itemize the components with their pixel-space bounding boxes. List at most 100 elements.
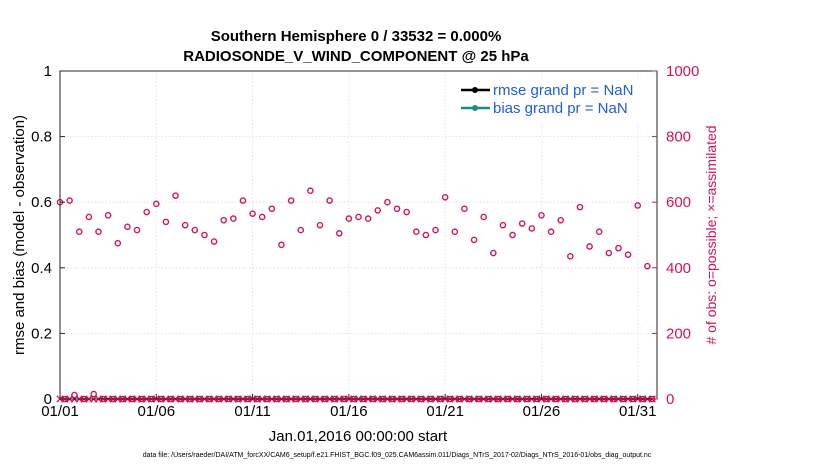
possible-obs-point <box>364 215 372 222</box>
legend-bias-marker <box>472 105 478 111</box>
possible-obs-point <box>95 228 102 236</box>
possible-obs-point <box>432 226 439 234</box>
possible-obs-point <box>499 221 507 229</box>
possible-obs-point <box>287 197 295 204</box>
plot-area <box>60 71 657 399</box>
possible-obs-point <box>538 212 545 219</box>
possible-obs-point <box>528 225 536 232</box>
possible-obs-point <box>586 243 593 250</box>
possible-obs-point <box>297 226 305 234</box>
possible-obs-point <box>249 210 256 217</box>
right-axis: 0 200 400 600 800 1000 <box>652 63 699 408</box>
possible-obs-point <box>480 213 487 221</box>
possible-obs-point <box>268 205 276 213</box>
possible-obs-point <box>509 231 516 239</box>
possible-obs-point <box>644 262 651 270</box>
y-tick-label-left: 0.6 <box>31 194 52 211</box>
possible-obs-point <box>162 218 170 226</box>
possible-obs-point <box>85 213 93 221</box>
possible-obs-point <box>143 208 150 216</box>
possible-obs-point <box>412 228 420 236</box>
possible-obs-point <box>595 228 603 236</box>
possible-obs-point <box>605 249 613 257</box>
possible-obs-point <box>557 216 565 224</box>
possible-obs-point <box>201 231 208 239</box>
possible-obs-point <box>393 205 401 213</box>
possible-obs-point <box>152 200 160 208</box>
possible-obs-point <box>133 226 141 234</box>
possible-obs-point <box>181 221 189 229</box>
possible-obs-point <box>335 230 343 237</box>
y-tick-label-right: 0 <box>666 391 674 408</box>
y-tick-label-left: 0.8 <box>31 129 52 146</box>
y-tick-label-right: 400 <box>666 260 691 277</box>
possible-obs-point <box>114 239 122 247</box>
y-tick-label-right: 200 <box>666 325 691 342</box>
y-axis-label-left: rmse and bias (model - observation) <box>11 115 28 355</box>
possible-obs-point <box>210 238 218 245</box>
possible-obs-point <box>345 215 353 222</box>
x-tick-label: 01/01 <box>41 403 79 420</box>
x-tick-label: 01/31 <box>619 403 657 420</box>
chart-subtitle: RADIOSONDE_V_WIND_COMPONENT @ 25 hPa <box>183 48 529 65</box>
possible-obs-point <box>451 228 459 236</box>
possible-obs-point <box>66 197 73 204</box>
possible-obs-point <box>547 228 555 236</box>
possible-obs-point <box>461 205 468 213</box>
x-tick-label: 01/11 <box>234 403 270 420</box>
possible-obs-point <box>615 244 622 252</box>
x-tick-label: 01/26 <box>523 403 561 420</box>
y-tick-label-left: 1 <box>44 63 52 80</box>
y-tick-label-right: 800 <box>666 129 691 146</box>
possible-obs-point <box>384 198 391 206</box>
x-tick-label: 01/16 <box>330 403 368 420</box>
y-tick-label-left: 0.4 <box>31 260 52 277</box>
legend-bias-label: bias grand pr = NaN <box>493 100 628 117</box>
y-tick-label-right: 600 <box>666 194 691 211</box>
possible-obs-point <box>326 197 333 204</box>
legend-rmse-marker <box>472 87 478 93</box>
possible-obs-point <box>90 390 98 398</box>
possible-obs-point <box>172 192 179 199</box>
possible-obs-point <box>634 202 642 209</box>
legend: rmse grand pr = NaN bias grand pr = NaN <box>455 80 648 122</box>
left-axis: 0 0.2 0.4 0.6 0.8 1 <box>31 63 65 408</box>
y-tick-label-left: 0.2 <box>31 325 52 342</box>
possible-obs-point <box>278 241 285 249</box>
plot-frame <box>59 70 658 400</box>
x-tick-label: 01/21 <box>426 403 464 420</box>
possible-obs-point <box>567 253 574 260</box>
possible-obs-point <box>576 203 584 211</box>
possible-obs-point <box>624 251 632 258</box>
possible-obs-point <box>239 197 247 204</box>
possible-obs-point <box>104 212 112 219</box>
possible-obs-point <box>470 236 478 244</box>
x-tick-label: 01/06 <box>138 403 176 420</box>
possible-obs-point <box>75 228 83 236</box>
possible-obs-point <box>422 231 430 239</box>
chart-title: Southern Hemisphere 0 / 33532 = 0.000% <box>211 28 502 45</box>
possible-obs-point <box>403 208 410 216</box>
possible-obs-point <box>374 207 382 214</box>
legend-box <box>455 80 648 122</box>
legend-rmse-label: rmse grand pr = NaN <box>493 82 633 99</box>
data-file-note: data file: /Users/raeder/DAI/ATM_forcXX/… <box>143 452 652 459</box>
possible-obs-point <box>316 221 324 229</box>
possible-obs-point <box>490 249 497 257</box>
possible-obs-point <box>258 213 266 221</box>
possible-obs-point <box>191 226 199 234</box>
possible-obs-point <box>355 213 362 221</box>
possible-obs-point <box>71 391 78 399</box>
y-tick-label-right: 1000 <box>666 63 699 80</box>
possible-obs-point <box>307 187 314 195</box>
x-axis: 01/01 01/06 01/11 01/16 01/21 01/26 01/31 <box>41 394 657 420</box>
x-axis-label: Jan.01,2016 00:00:00 start <box>269 428 448 445</box>
possible-obs-point <box>441 193 449 201</box>
possible-obs-point <box>220 216 227 224</box>
possible-obs-point <box>230 215 237 222</box>
y-tick-label-left: 0 <box>44 391 52 408</box>
possible-obs-point <box>518 220 526 227</box>
y-axis-label-right: # of obs: o=possible; ×=assimilated <box>703 125 719 344</box>
possible-obs-point <box>124 223 131 231</box>
